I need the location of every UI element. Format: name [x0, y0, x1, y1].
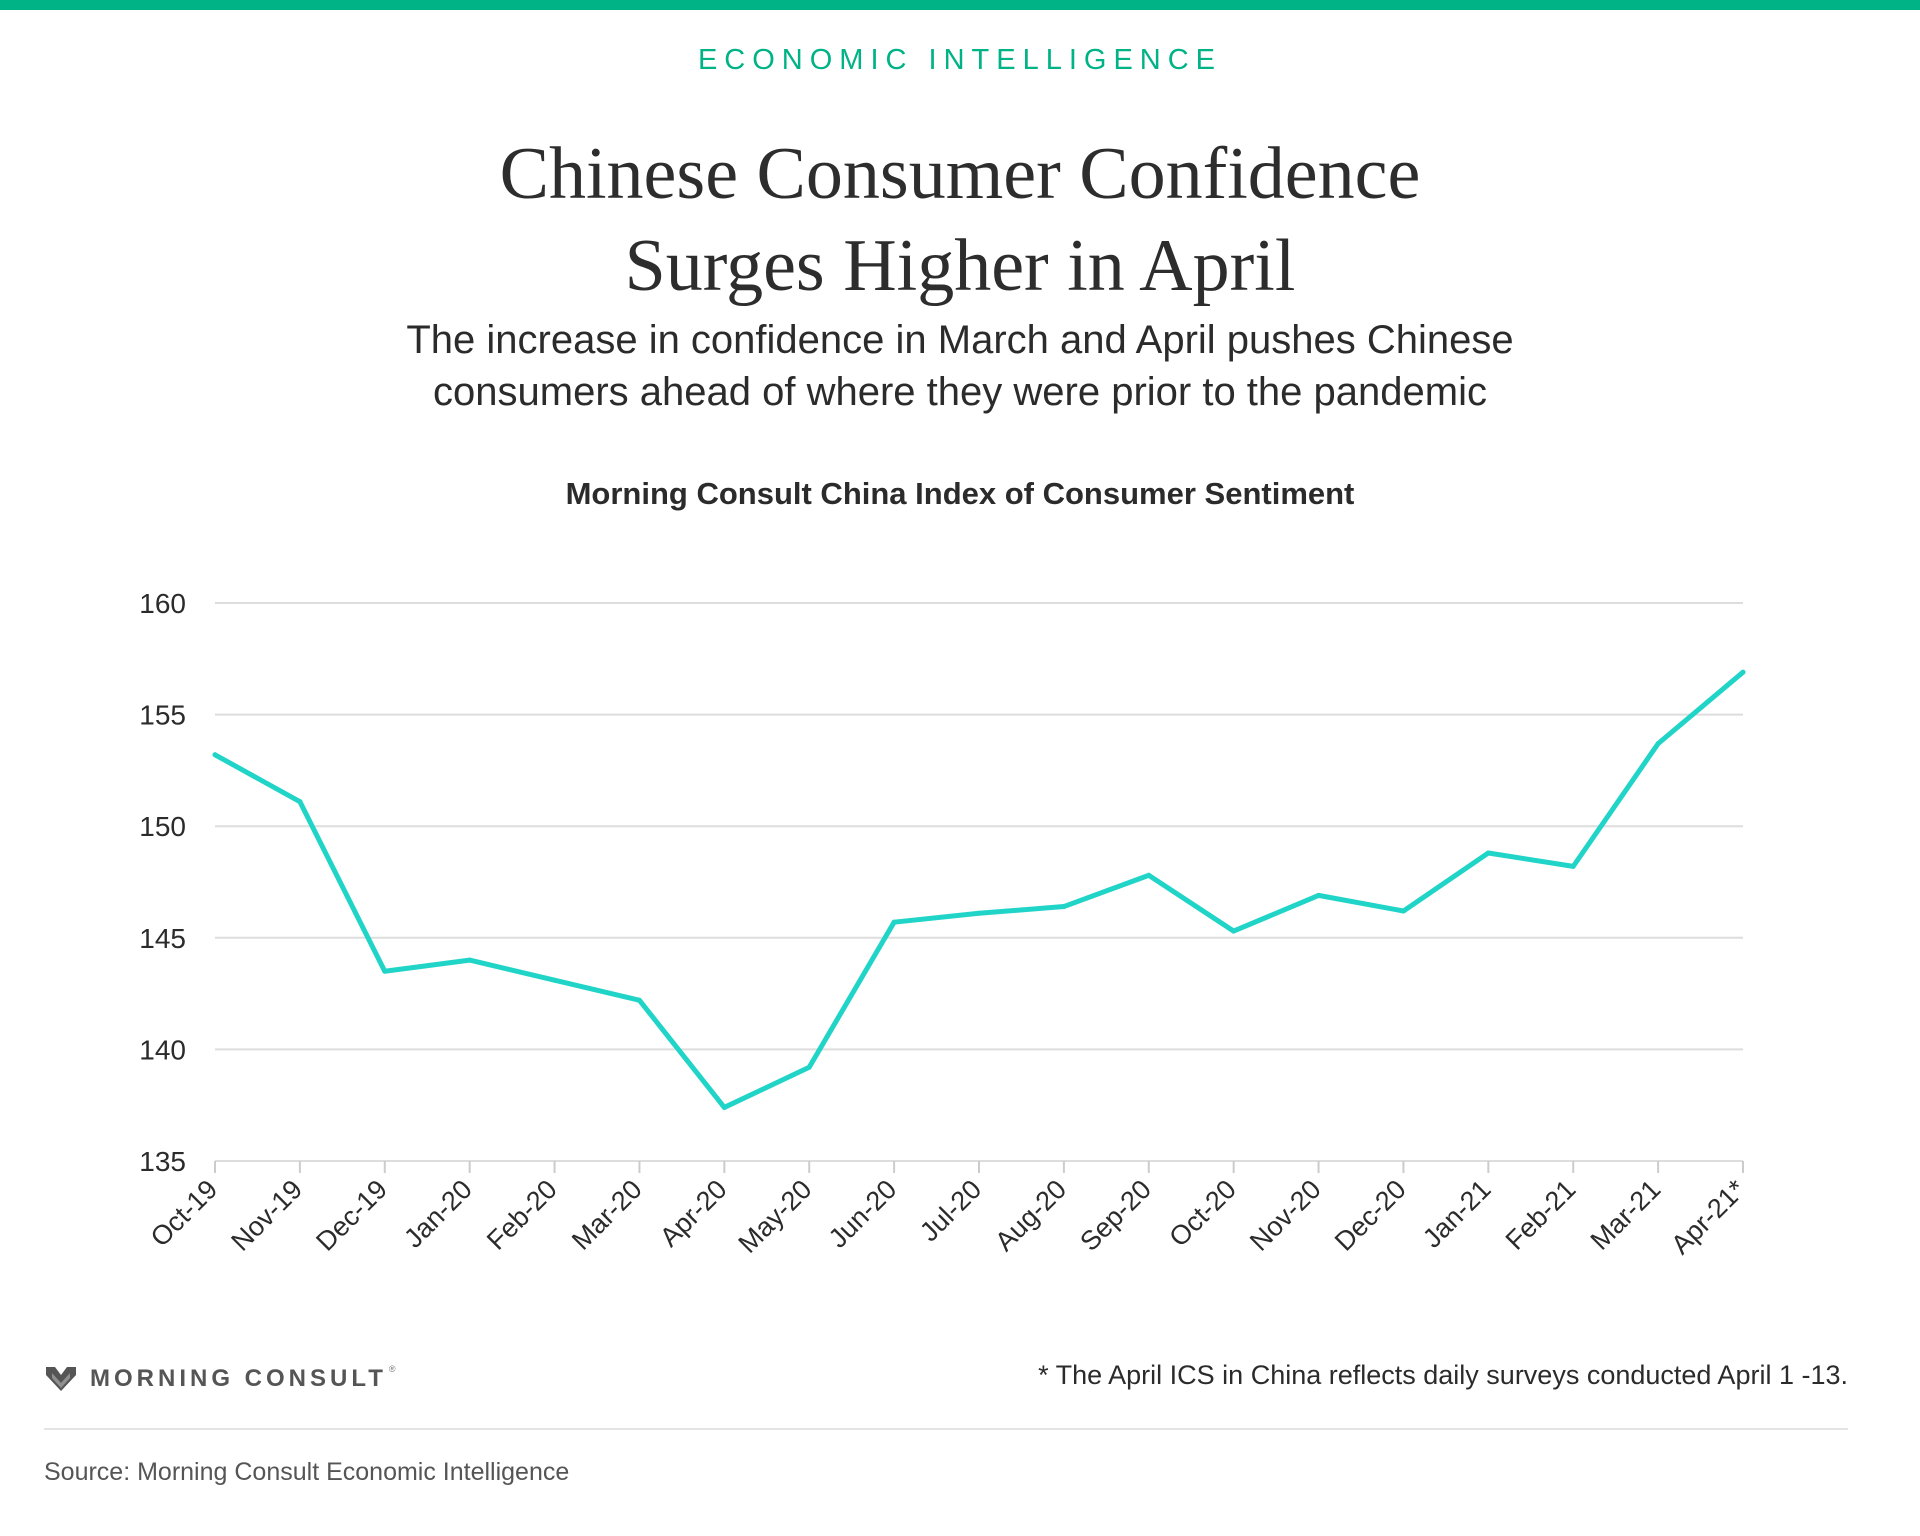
kicker-label: ECONOMIC INTELLIGENCE: [697, 44, 1223, 76]
data-point: [297, 799, 303, 805]
x-tick-label: Jan-21: [1417, 1174, 1497, 1254]
x-tick-label: Aug-20: [989, 1174, 1072, 1257]
data-point: [1316, 892, 1322, 898]
x-tick-label: Nov-19: [225, 1174, 308, 1257]
x-tick-label: Apr-20: [654, 1174, 733, 1253]
x-tick-label: Apr-21*: [1665, 1174, 1751, 1260]
x-tick-label: Dec-19: [310, 1174, 393, 1257]
x-tick-label: Mar-20: [566, 1174, 648, 1256]
data-point: [1231, 928, 1237, 934]
logo-trademark: ®: [388, 1364, 396, 1374]
data-point: [636, 997, 642, 1003]
data-point: [1146, 872, 1152, 878]
data-point: [467, 957, 473, 963]
title-line-2: Surges Higher in April: [624, 225, 1296, 307]
x-tick-label: May-20: [733, 1174, 818, 1259]
footnote: * The April ICS in China reflects daily …: [1038, 1360, 1848, 1390]
data-point: [1400, 908, 1406, 914]
source-note: Source: Morning Consult Economic Intelli…: [44, 1458, 570, 1486]
data-point: [721, 1104, 727, 1110]
x-tick-label: Oct-19: [145, 1174, 224, 1253]
title-line-1: Chinese Consumer Confidence: [499, 133, 1421, 215]
x-tick-label: Mar-21: [1585, 1174, 1667, 1256]
data-point: [976, 910, 982, 916]
y-tick-label: 135: [139, 1146, 186, 1177]
chart-title: Morning Consult China Index of Consumer …: [565, 476, 1355, 511]
series-line: [212, 669, 1746, 1110]
data-point: [212, 752, 218, 758]
data-point: [1570, 863, 1576, 869]
data-point: [382, 968, 388, 974]
data-point: [1061, 904, 1067, 910]
y-tick-label: 160: [139, 588, 186, 619]
data-point: [1740, 669, 1746, 675]
data-point: [1655, 741, 1661, 747]
x-tick-label: Nov-20: [1244, 1174, 1327, 1257]
morning-consult-logo: MORNING CONSULT ®: [46, 1364, 396, 1394]
page-subtitle: The increase in confidence in March and …: [0, 314, 1920, 418]
y-tick-label: 145: [139, 923, 186, 954]
data-point: [552, 977, 558, 983]
logo-mark-icon: [46, 1367, 76, 1391]
data-point: [1485, 850, 1491, 856]
y-tick-label: 150: [139, 811, 186, 842]
y-tick-label: 140: [139, 1034, 186, 1065]
x-tick-label: Feb-20: [481, 1174, 563, 1256]
data-point: [806, 1064, 812, 1070]
x-tick-label: Feb-21: [1500, 1174, 1582, 1256]
x-tick-label: Dec-20: [1329, 1174, 1412, 1257]
x-tick-label: Jan-20: [398, 1174, 478, 1254]
footer-divider: [44, 1428, 1848, 1430]
page-title: Chinese Consumer Confidence Surges Highe…: [0, 128, 1920, 312]
data-point: [891, 919, 897, 925]
x-tick-label: Jun-20: [823, 1174, 903, 1254]
subtitle-line-1: The increase in confidence in March and …: [406, 318, 1514, 362]
x-tick-label: Sep-20: [1074, 1174, 1157, 1257]
y-tick-label: 155: [139, 700, 186, 731]
x-tick-label: Oct-20: [1163, 1174, 1242, 1253]
logo-text: MORNING CONSULT: [90, 1365, 387, 1392]
subtitle-line-2: consumers ahead of where they were prior…: [433, 370, 1487, 414]
x-tick-label: Jul-20: [914, 1174, 987, 1247]
top-accent-bar: [0, 0, 1920, 10]
